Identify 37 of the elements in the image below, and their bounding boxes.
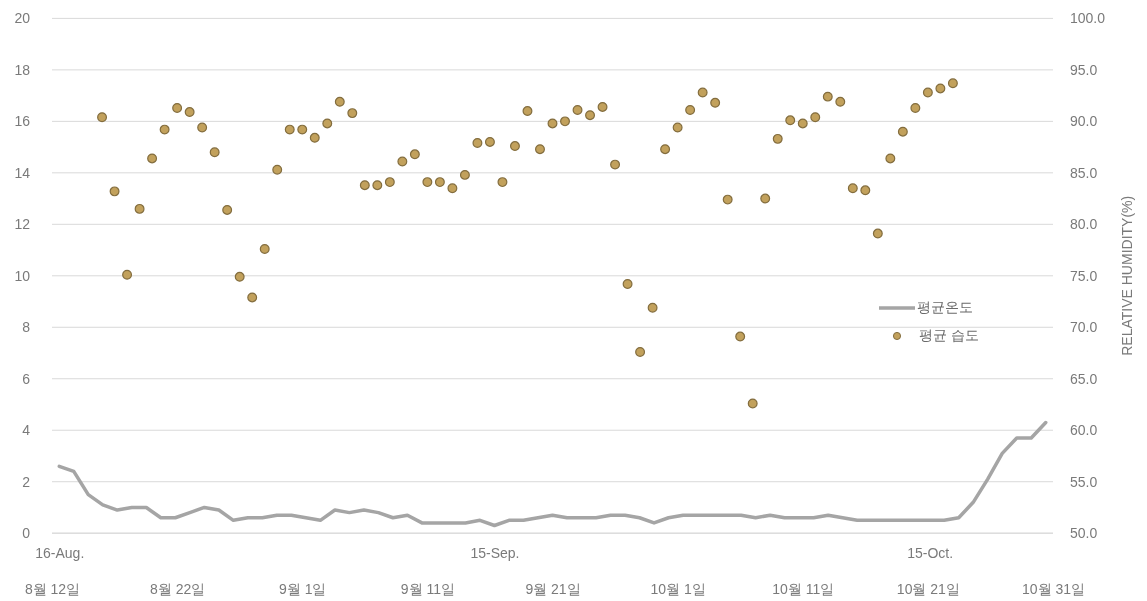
- x-tick-label: 10월 1일: [650, 581, 706, 598]
- y-tick-label: 16: [14, 113, 31, 130]
- y-tick-label: 6: [22, 370, 31, 387]
- y-tick-label: 12: [14, 216, 31, 233]
- y2-tick-label: 90.0: [1070, 113, 1098, 130]
- y2-tick-label: 65.0: [1070, 370, 1098, 387]
- y2-tick-label: 50.0: [1070, 525, 1098, 542]
- y2-tick-label: 70.0: [1070, 319, 1098, 336]
- y-tick-label: 14: [14, 164, 31, 181]
- x2-tick-label: 15-Sep.: [470, 545, 520, 562]
- x-tick-label: 9월 1일: [279, 581, 327, 598]
- x2-tick-label: 15-Oct.: [907, 545, 954, 562]
- y2-tick-label: 100.0: [1070, 10, 1106, 27]
- y2-tick-label: 55.0: [1070, 473, 1098, 490]
- legend-label: 평균 습도: [919, 326, 979, 343]
- y-tick-label: 0: [22, 525, 31, 542]
- x-tick-label: 8월 22일: [150, 581, 206, 598]
- y2-axis-title: RELATIVE HUMIDITY(%): [1118, 195, 1135, 356]
- x-tick-label: 10월 21일: [896, 581, 960, 598]
- y2-tick-label: 75.0: [1070, 267, 1098, 284]
- y2-tick-label: 95.0: [1070, 61, 1098, 78]
- y-tick-label: 20: [14, 10, 31, 27]
- x2-tick-label: 16-Aug.: [35, 545, 85, 562]
- y-tick-label: 4: [22, 422, 31, 439]
- y-tick-label: 2: [22, 473, 31, 490]
- x-tick-label: 10월 31일: [1021, 581, 1086, 598]
- x-tick-label: 9월 21일: [525, 581, 581, 598]
- y2-tick-label: 85.0: [1070, 164, 1098, 181]
- y2-tick-label: 60.0: [1070, 422, 1098, 439]
- y2-tick-label: 80.0: [1070, 216, 1098, 233]
- x-tick-label: 8월 12일: [24, 581, 81, 598]
- y-tick-label: 18: [14, 61, 31, 78]
- x-tick-label: 9월 11일: [400, 581, 455, 598]
- x-tick-label: 10월 11일: [772, 581, 835, 598]
- y-tick-label: 10: [14, 267, 31, 284]
- legend-label: 평균온도: [917, 298, 973, 315]
- y-tick-label: 8: [22, 319, 31, 336]
